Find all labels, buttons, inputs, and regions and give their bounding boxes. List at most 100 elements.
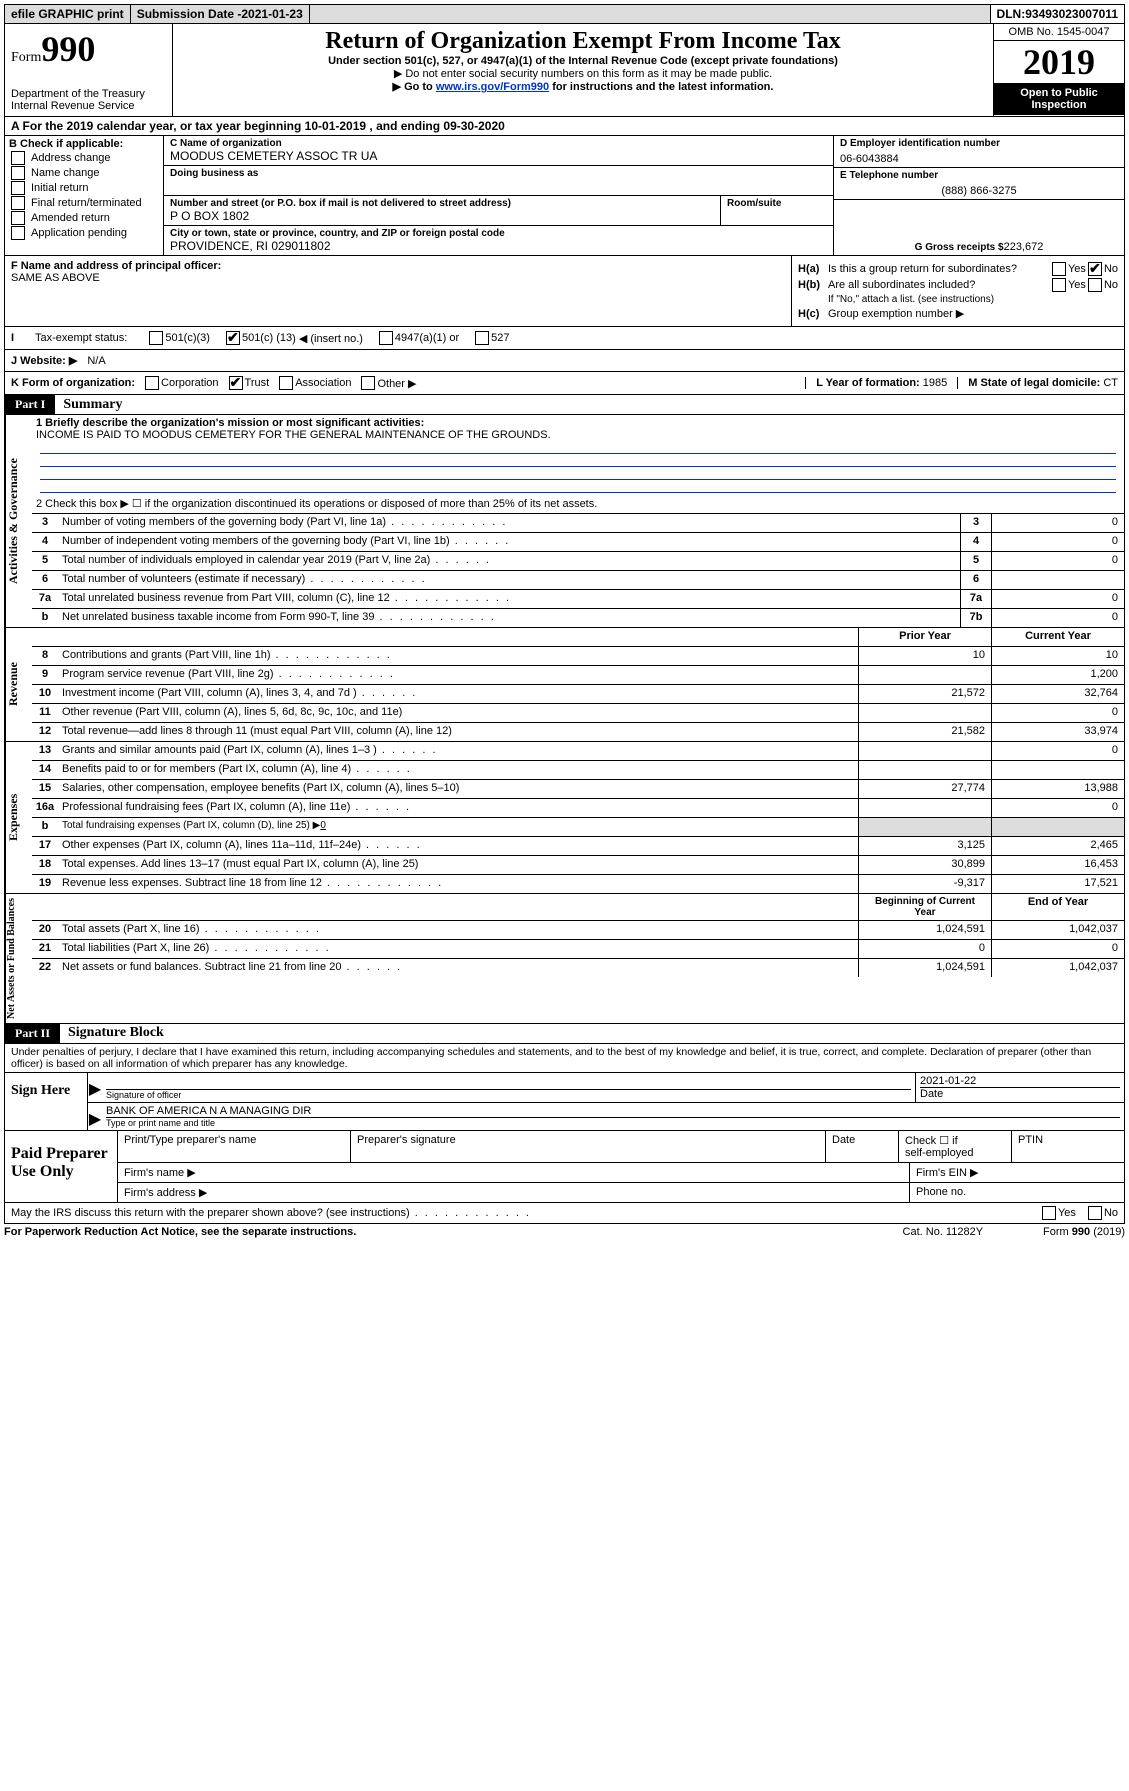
signature-arrow-icon: ▶ — [88, 1073, 102, 1102]
part2-header: Part II Signature Block — [4, 1024, 1125, 1044]
perjury-text: Under penalties of perjury, I declare th… — [4, 1044, 1125, 1073]
side-activities: Activities & Governance — [5, 415, 32, 627]
section-net-assets: Net Assets or Fund Balances Beginning of… — [4, 894, 1125, 1024]
principal-officer-label: F Name and address of principal officer: — [11, 260, 785, 272]
dba-label: Doing business as — [170, 168, 827, 179]
firm-ein-label: Firm's EIN ▶ — [910, 1163, 1124, 1182]
discuss-row: May the IRS discuss this return with the… — [4, 1203, 1125, 1224]
line-a: A For the 2019 calendar year, or tax yea… — [4, 117, 1125, 136]
block-b-to-g: B Check if applicable: Address change Na… — [4, 136, 1125, 256]
paid-preparer-label: Paid Preparer Use Only — [5, 1131, 118, 1202]
open-to-public: Open to Public Inspection — [994, 83, 1124, 115]
check-address-change[interactable] — [11, 151, 25, 165]
check-501c3[interactable] — [149, 331, 163, 345]
irs-link[interactable]: www.irs.gov/Form990 — [436, 81, 549, 93]
name-arrow-icon: ▶ — [88, 1103, 102, 1130]
preparer-sig-label: Preparer's signature — [351, 1131, 826, 1162]
check-527[interactable] — [475, 331, 489, 345]
val-6 — [991, 571, 1124, 589]
val-5: 0 — [991, 552, 1124, 570]
side-expenses: Expenses — [5, 742, 32, 893]
row-k: K Form of organization: Corporation Trus… — [4, 372, 1125, 395]
check-assoc[interactable] — [279, 376, 293, 390]
check-other[interactable] — [361, 376, 375, 390]
city-value: PROVIDENCE, RI 029011802 — [170, 239, 827, 253]
sign-here-label: Sign Here — [5, 1073, 88, 1130]
block-f-h: F Name and address of principal officer:… — [4, 256, 1125, 327]
org-name: MOODUS CEMETERY ASSOC TR UA — [170, 149, 827, 163]
hb-note: If "No," attach a list. (see instruction… — [798, 294, 1118, 305]
col-b-header: B Check if applicable: — [9, 138, 159, 150]
street-value: P O BOX 1802 — [170, 209, 714, 223]
check-corp[interactable] — [145, 376, 159, 390]
ha-yes[interactable] — [1052, 262, 1066, 276]
room-label: Room/suite — [727, 198, 827, 209]
val-4: 0 — [991, 533, 1124, 551]
hb-no[interactable] — [1088, 278, 1102, 292]
city-label: City or town, state or province, country… — [170, 228, 827, 239]
firm-phone-label: Phone no. — [910, 1183, 1124, 1202]
val-7b: 0 — [991, 609, 1124, 627]
preparer-date-label: Date — [826, 1131, 899, 1162]
mission-text: INCOME IS PAID TO MOODUS CEMETERY FOR TH… — [36, 429, 1120, 441]
check-amended[interactable] — [11, 211, 25, 225]
irs-label: Internal Revenue Service — [11, 100, 166, 112]
firm-name-label: Firm's name ▶ — [118, 1163, 910, 1182]
form-header: Form990 Department of the Treasury Inter… — [4, 24, 1125, 117]
val-7a: 0 — [991, 590, 1124, 608]
col-b: B Check if applicable: Address change Na… — [5, 136, 164, 255]
section-expenses: Expenses 13Grants and similar amounts pa… — [4, 742, 1125, 894]
form-number: Form990 — [11, 28, 166, 70]
efile-print-button[interactable]: efile GRAPHIC print — [5, 5, 131, 23]
dln: DLN: 93493023007011 — [991, 5, 1124, 23]
subtitle-1: Under section 501(c), 527, or 4947(a)(1)… — [179, 55, 987, 67]
website-value: N/A — [87, 355, 105, 367]
side-net-assets: Net Assets or Fund Balances — [5, 894, 32, 1023]
discuss-yes[interactable] — [1042, 1206, 1056, 1220]
dept-treasury: Department of the Treasury — [11, 88, 166, 100]
preparer-name-label: Print/Type preparer's name — [118, 1131, 351, 1162]
officer-name: BANK OF AMERICA N A MANAGING DIR — [106, 1105, 1120, 1118]
check-501c[interactable] — [226, 331, 240, 345]
principal-officer-value: SAME AS ABOVE — [11, 272, 785, 284]
col-c: C Name of organization MOODUS CEMETERY A… — [164, 136, 834, 255]
section-activities: Activities & Governance 1 Briefly descri… — [4, 415, 1125, 628]
bottom-note: For Paperwork Reduction Act Notice, see … — [4, 1224, 1125, 1240]
topbar-spacer — [310, 5, 991, 23]
sign-block: Sign Here ▶ Signature of officer 2021-01… — [4, 1073, 1125, 1131]
check-trust[interactable] — [229, 376, 243, 390]
discuss-no[interactable] — [1088, 1206, 1102, 1220]
ein-value: 06-6043884 — [840, 149, 1118, 165]
omb-number: OMB No. 1545-0047 — [994, 24, 1124, 41]
section-revenue: Revenue Prior YearCurrent Year 8Contribu… — [4, 628, 1125, 742]
tax-year: 2019 — [994, 41, 1124, 83]
ptin-label: PTIN — [1012, 1131, 1124, 1162]
top-bar: efile GRAPHIC print Submission Date - 20… — [4, 4, 1125, 24]
firm-addr-label: Firm's address ▶ — [118, 1183, 910, 1202]
ha-no[interactable] — [1088, 262, 1102, 276]
ein-label: D Employer identification number — [840, 138, 1118, 149]
row-j: J Website: ▶ N/A — [4, 350, 1125, 372]
col-d-e-g: D Employer identification number 06-6043… — [834, 136, 1124, 255]
check-application-pending[interactable] — [11, 226, 25, 240]
check-name-change[interactable] — [11, 166, 25, 180]
submission-date: Submission Date - 2021-01-23 — [131, 5, 310, 23]
org-name-label: C Name of organization — [170, 138, 827, 149]
part1-header: Part I Summary — [4, 395, 1125, 415]
street-label: Number and street (or P.O. box if mail i… — [170, 198, 714, 209]
gross-receipts-value: 223,672 — [1004, 241, 1044, 253]
form-title: Return of Organization Exempt From Incom… — [179, 28, 987, 55]
phone-label: E Telephone number — [840, 170, 1118, 181]
line1-label: 1 Briefly describe the organization's mi… — [36, 417, 1120, 429]
check-4947[interactable] — [379, 331, 393, 345]
subtitle-3: ▶ Go to www.irs.gov/Form990 for instruct… — [179, 80, 987, 93]
paid-preparer-block: Paid Preparer Use Only Print/Type prepar… — [4, 1131, 1125, 1203]
line2: 2 Check this box ▶ ☐ if the organization… — [32, 495, 1124, 513]
sign-date: 2021-01-22 — [920, 1075, 1120, 1087]
side-revenue: Revenue — [5, 628, 32, 741]
check-final-return[interactable] — [11, 196, 25, 210]
check-initial-return[interactable] — [11, 181, 25, 195]
phone-value: (888) 866-3275 — [840, 181, 1118, 197]
hb-yes[interactable] — [1052, 278, 1066, 292]
subtitle-2: ▶ Do not enter social security numbers o… — [179, 67, 987, 80]
